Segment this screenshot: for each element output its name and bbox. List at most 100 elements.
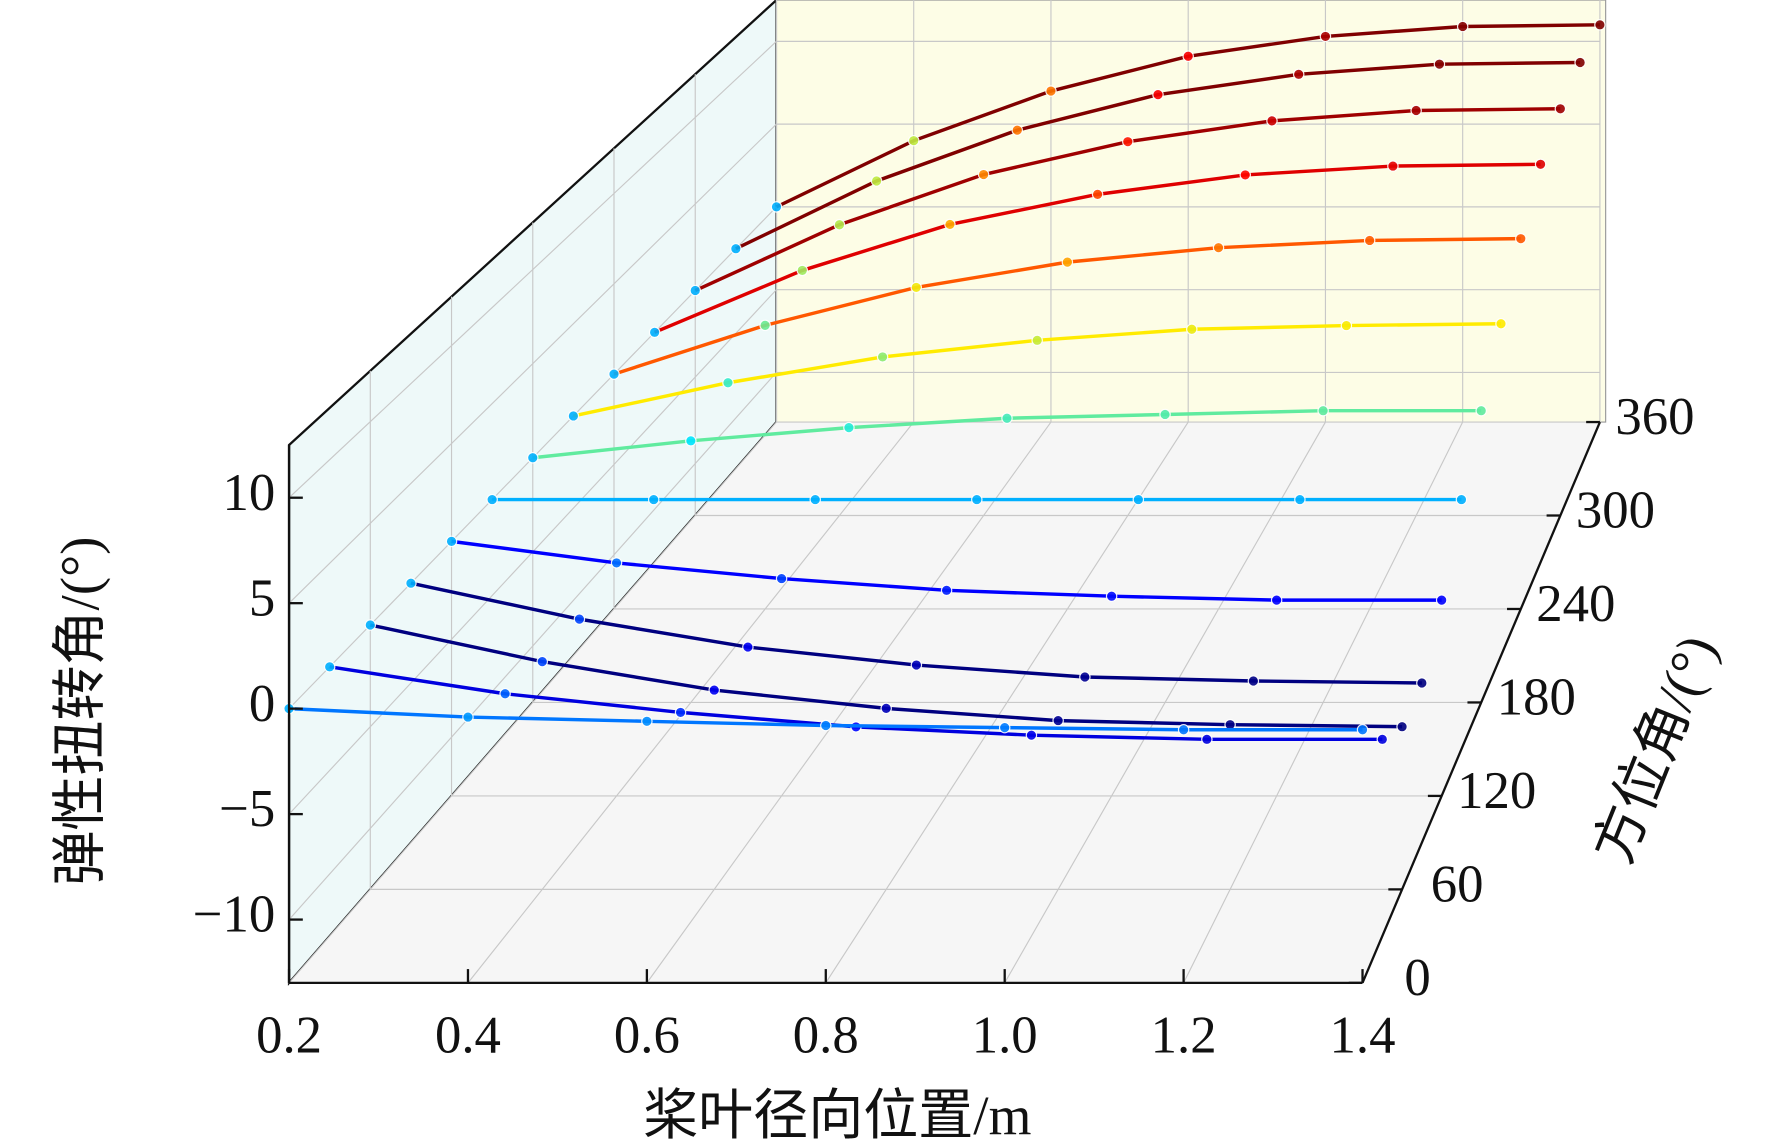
data-point: [880, 702, 892, 715]
data-point: [1363, 234, 1376, 247]
data-point: [1433, 58, 1446, 70]
data-point: [608, 368, 620, 380]
grid-line: [613, 148, 1521, 610]
data-point: [870, 175, 883, 187]
z-tick-label: −10: [193, 886, 275, 944]
data-point: [1515, 232, 1527, 245]
grid-line: [369, 370, 1403, 890]
z-axis-title: 弹性扭转角/(°): [50, 536, 111, 885]
data-point: [1396, 720, 1408, 733]
data-point: [1122, 135, 1134, 148]
z-tick-label: 5: [249, 569, 275, 627]
x-tick-label: 1.2: [1151, 1006, 1217, 1064]
data-point: [1182, 50, 1194, 63]
grid-line: [532, 222, 1482, 704]
data-point: [1212, 241, 1225, 254]
data-point: [462, 711, 474, 723]
data-point: [759, 319, 771, 332]
data-point: [610, 557, 623, 569]
data-point: [648, 326, 661, 339]
data-point: [809, 493, 821, 506]
data-point: [1186, 323, 1198, 336]
data-point: [1025, 729, 1038, 741]
data-point: [796, 264, 809, 277]
z-tick-label: 0: [249, 675, 275, 733]
x-tick-label: 0.6: [614, 1006, 680, 1064]
z-tick-label: −5: [219, 780, 275, 838]
y-tick-label: 120: [1457, 762, 1536, 820]
data-point: [1340, 319, 1353, 332]
data-point: [486, 493, 498, 506]
data-point: [1376, 733, 1389, 746]
data-point: [1239, 169, 1251, 181]
y-tick-label: 180: [1497, 669, 1576, 727]
data-point: [685, 435, 697, 447]
data-point: [1410, 104, 1422, 117]
data-point: [770, 201, 783, 213]
y-tick-label: 0: [1404, 949, 1430, 1007]
data-point: [1052, 714, 1064, 727]
data-point: [1317, 404, 1329, 417]
data-point: [445, 535, 458, 548]
data-point: [364, 619, 377, 631]
x-tick-label: 0.4: [435, 1006, 501, 1064]
data-point: [1534, 158, 1547, 171]
x-tick-label: 0.8: [793, 1006, 859, 1064]
data-point: [742, 641, 754, 653]
data-point: [1091, 188, 1104, 201]
plot-area: [283, 19, 1606, 746]
data-point: [971, 493, 983, 506]
data-point: [1475, 404, 1487, 417]
data-point: [1177, 724, 1190, 736]
data-point: [1292, 68, 1305, 81]
y-tick-label: 60: [1431, 855, 1484, 913]
data-point: [1270, 594, 1283, 606]
data-point: [910, 281, 922, 294]
data-point: [647, 493, 660, 506]
data-point: [1201, 733, 1213, 746]
data-point: [876, 351, 889, 363]
data-point: [1554, 103, 1567, 115]
data-point: [1495, 317, 1507, 330]
data-point: [1356, 724, 1369, 736]
z-tick-label: 10: [223, 464, 276, 522]
data-point: [944, 218, 956, 231]
data-point: [708, 684, 720, 696]
data-point: [1152, 88, 1164, 101]
x-tick-label: 1.0: [972, 1006, 1038, 1064]
data-point: [1456, 20, 1469, 33]
data-point: [323, 661, 336, 673]
grid-line: [450, 296, 1442, 797]
data-point: [1435, 594, 1448, 606]
data-point: [499, 688, 511, 700]
grid-line: [694, 74, 1561, 517]
data-point: [722, 377, 734, 389]
data-point: [820, 719, 832, 732]
data-point: [1061, 256, 1074, 268]
data-point: [1159, 408, 1171, 421]
data-point: [1416, 677, 1428, 689]
y-axis-title: 方位角/(°): [1582, 627, 1728, 871]
data-point: [1294, 493, 1306, 506]
x-axis-title: 桨叶径向位置/m: [643, 1085, 1031, 1146]
data-point: [1045, 85, 1057, 97]
data-point: [689, 284, 701, 297]
data-point: [1132, 493, 1145, 506]
data-point: [1574, 56, 1586, 69]
data-point: [775, 572, 788, 585]
data-point: [567, 410, 580, 422]
y-tick-label: 360: [1615, 388, 1694, 446]
data-point: [1319, 30, 1332, 43]
x-tick-label: 0.2: [256, 1006, 322, 1064]
data-point: [527, 452, 539, 464]
data-point: [910, 659, 923, 671]
data-point: [1387, 160, 1399, 172]
data-point: [1079, 671, 1091, 683]
x-tick-label: 1.4: [1330, 1006, 1396, 1064]
data-point: [1266, 115, 1278, 127]
data-point: [907, 134, 920, 147]
data-point: [674, 706, 687, 719]
data-point: [1455, 493, 1468, 506]
